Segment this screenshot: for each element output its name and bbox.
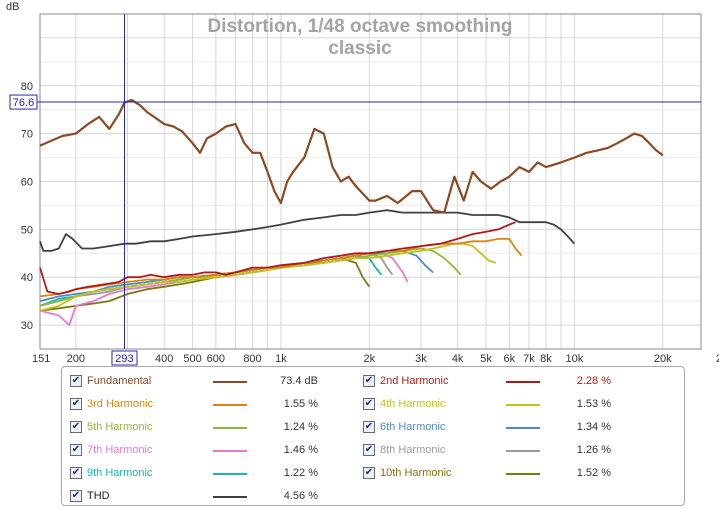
legend-item-10th-harmonic: ✔ 10th Harmonic 1.52 % xyxy=(363,466,611,482)
legend-value: 1.34 % xyxy=(576,421,611,433)
x-tick-label: 500 xyxy=(183,353,201,365)
x-tick-label: 7k xyxy=(523,353,535,365)
legend-value: 4.56 % xyxy=(283,490,318,502)
legend-value: 1.46 % xyxy=(283,444,318,456)
legend-checkbox-3rd-harmonic[interactable]: ✔ xyxy=(70,398,82,410)
y-tick-label: 80 xyxy=(21,81,33,93)
legend-label: 10th Harmonic xyxy=(380,467,452,479)
x-tick-label: 800 xyxy=(243,353,261,365)
legend-item-8th-harmonic: ✔ 8th Harmonic 1.26 % xyxy=(363,443,611,459)
legend-checkbox-6th-harmonic[interactable]: ✔ xyxy=(363,421,375,433)
legend-swatch xyxy=(213,381,247,383)
legend-label: 2nd Harmonic xyxy=(380,375,449,387)
legend-label: 4th Harmonic xyxy=(380,398,446,410)
legend-label: 6th Harmonic xyxy=(380,421,446,433)
legend-label: 5th Harmonic xyxy=(87,421,153,433)
legend-swatch xyxy=(213,404,247,406)
y-tick-label: 50 xyxy=(21,224,33,236)
legend-checkbox-fundamental[interactable]: ✔ xyxy=(70,375,82,387)
cursor-y-readout-box xyxy=(9,94,38,110)
cursor-y-readout: 76.6 xyxy=(13,97,34,109)
legend-value: 1.52 % xyxy=(576,467,611,479)
legend-value: 1.53 % xyxy=(576,398,611,410)
x-tick-label: 20k xyxy=(654,353,672,365)
legend: ✔ Fundamental 73.4 dB ✔ 2nd Harmonic 2.28 % ✔ 3… xyxy=(61,366,685,506)
legend-value: 1.55 % xyxy=(283,398,318,410)
legend-label: 3rd Harmonic xyxy=(87,398,154,410)
legend-item-9th-harmonic: ✔ 9th Harmonic 1.22 % xyxy=(70,466,318,482)
legend-label: 7th Harmonic xyxy=(87,444,153,456)
x-tick-label: 2k xyxy=(363,353,375,365)
x-tick-label: 4k xyxy=(452,353,464,365)
series-line-thd xyxy=(39,209,576,252)
legend-item-7th-harmonic: ✔ 7th Harmonic 1.46 % xyxy=(70,443,318,459)
legend-checkbox-10th-harmonic[interactable]: ✔ xyxy=(363,467,375,479)
legend-item-fundamental: ✔ Fundamental 73.4 dB xyxy=(70,374,318,390)
y-tick-labels: 30 40 50 60 70 80 xyxy=(21,81,33,332)
series-layer xyxy=(39,98,664,327)
x-tick-label: 8k xyxy=(540,353,552,365)
series-line-2nd-harmonic xyxy=(39,221,516,295)
grid xyxy=(40,14,701,349)
legend-swatch xyxy=(506,450,540,452)
legend-label: Fundamental xyxy=(87,375,152,387)
legend-value: 2.28 % xyxy=(576,375,611,387)
legend-value: 1.22 % xyxy=(283,467,318,479)
x-tick-label: 3k xyxy=(415,353,427,365)
legend-item-5th-harmonic: ✔ 5th Harmonic 1.24 % xyxy=(70,420,318,436)
legend-swatch xyxy=(213,496,247,498)
y-axis-label: dB xyxy=(6,1,19,13)
legend-checkbox-thd[interactable]: ✔ xyxy=(70,490,82,502)
legend-item-3rd-harmonic: ✔ 3rd Harmonic 1.55 % xyxy=(70,397,318,413)
legend-item-4th-harmonic: ✔ 4th Harmonic 1.53 % xyxy=(363,397,611,413)
x-tick-label: 400 xyxy=(155,353,173,365)
chart-subtitle: classic xyxy=(328,38,392,59)
y-tick-label: 70 xyxy=(21,129,33,141)
y-tick-label: 40 xyxy=(21,272,33,284)
legend-value: 73.4 dB xyxy=(280,375,318,387)
legend-swatch xyxy=(213,473,247,475)
series-line-7th-harmonic xyxy=(39,252,409,327)
legend-checkbox-5th-harmonic[interactable]: ✔ xyxy=(70,421,82,433)
series-line-fundamental xyxy=(39,98,664,214)
x-tick-label: 6k xyxy=(503,353,515,365)
legend-checkbox-2nd-harmonic[interactable]: ✔ xyxy=(363,375,375,387)
legend-item-2nd-harmonic: ✔ 2nd Harmonic 2.28 % xyxy=(363,374,611,390)
legend-swatch xyxy=(213,427,247,429)
y-tick-label: 60 xyxy=(21,177,33,189)
y-tick-label: 30 xyxy=(21,320,33,332)
legend-checkbox-9th-harmonic[interactable]: ✔ xyxy=(70,467,82,479)
x-tick-label: 200 xyxy=(67,353,85,365)
x-tick-labels: 151 200 400 500 600 800 1k 2k 3k 4k 5k 6k 7k 8k 10k 20k… xyxy=(32,353,719,365)
x-tick-label: 27.0k Hz xyxy=(716,353,719,365)
plot-frame xyxy=(39,13,702,350)
cursor[interactable]: 76.6 293 xyxy=(9,14,701,366)
cursor-x-readout-box xyxy=(111,350,138,366)
legend-swatch xyxy=(506,473,540,475)
cursor-x-readout: 293 xyxy=(115,353,133,365)
legend-swatch xyxy=(506,427,540,429)
legend-swatch xyxy=(506,404,540,406)
legend-label: 8th Harmonic xyxy=(380,444,446,456)
chart-title: Distortion, 1/48 octave smoothing xyxy=(207,16,512,37)
legend-checkbox-7th-harmonic[interactable]: ✔ xyxy=(70,444,82,456)
x-tick-label: 151 xyxy=(32,353,50,365)
legend-label: THD xyxy=(87,490,110,502)
legend-value: 1.24 % xyxy=(283,421,318,433)
x-tick-label: 5k xyxy=(480,353,492,365)
series-line-9th-harmonic xyxy=(39,254,383,307)
legend-checkbox-8th-harmonic[interactable]: ✔ xyxy=(363,444,375,456)
x-tick-label: 1k xyxy=(275,353,287,365)
legend-label: 9th Harmonic xyxy=(87,467,153,479)
x-tick-label: 10k xyxy=(566,353,584,365)
legend-item-6th-harmonic: ✔ 6th Harmonic 1.34 % xyxy=(363,420,611,436)
legend-checkbox-4th-harmonic[interactable]: ✔ xyxy=(363,398,375,410)
legend-value: 1.26 % xyxy=(576,444,611,456)
legend-swatch xyxy=(213,450,247,452)
legend-swatch xyxy=(506,381,540,383)
legend-item-thd: ✔ THD 4.56 % xyxy=(70,489,318,505)
x-tick-label: 600 xyxy=(207,353,225,365)
